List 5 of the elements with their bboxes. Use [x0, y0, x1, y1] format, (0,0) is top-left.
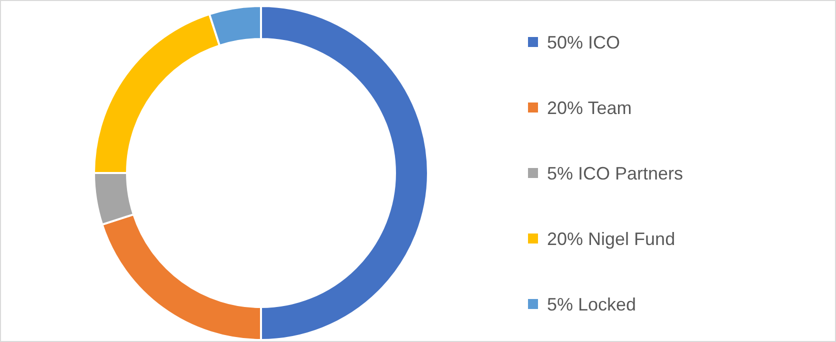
legend-label: 5% Locked [547, 294, 636, 314]
legend-label: 5% ICO Partners [547, 163, 684, 184]
legend-label: 20% Nigel Fund [547, 228, 676, 249]
legend-label: 50% ICO [547, 32, 620, 52]
legend-label: 20% Team [547, 98, 632, 118]
